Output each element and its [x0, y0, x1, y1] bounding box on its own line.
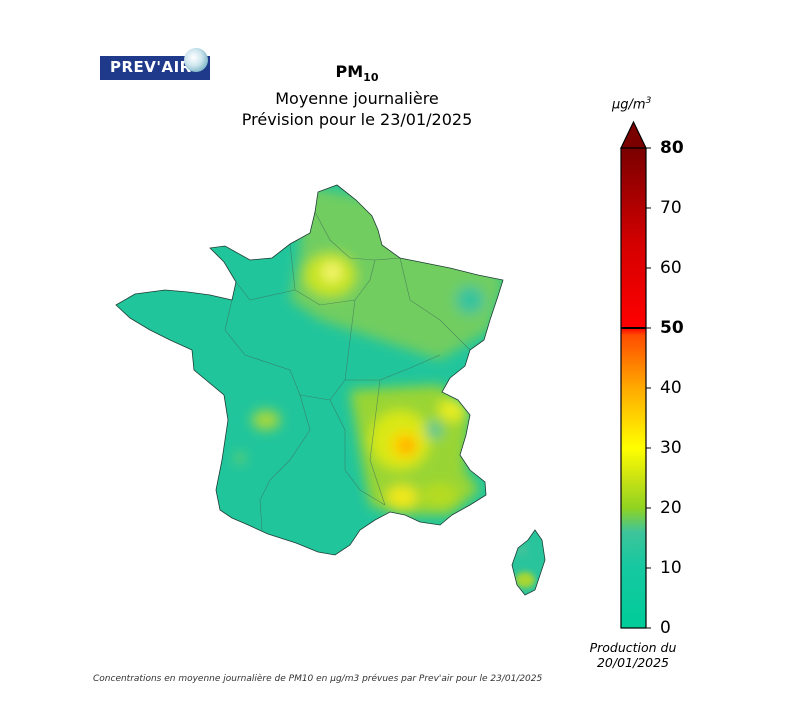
tick-label: 20 [660, 498, 682, 518]
colorbar-gradient [620, 147, 647, 629]
france-outline [115, 184, 504, 556]
production-date: Production du 20/01/2025 [580, 640, 686, 670]
production-value: 20/01/2025 [596, 655, 670, 670]
globe-icon [184, 48, 208, 72]
corsica-outline [511, 529, 546, 596]
caption: Concentrations en moyenne journalière de… [93, 674, 543, 684]
tick-label: 30 [660, 438, 682, 458]
title-line-forecast: Prévision pour le 23/01/2025 [241, 110, 473, 130]
map-title: PM10 Moyenne journalière Prévision pour … [200, 62, 514, 130]
tick-label: 40 [660, 378, 682, 398]
title-line-mean: Moyenne journalière [275, 89, 439, 109]
pollutant-title: PM10 [335, 62, 379, 85]
logo-text: PREV'AIR [110, 58, 192, 76]
tick-label: 10 [660, 558, 682, 578]
tick-label: 60 [660, 258, 682, 278]
tick-label: 70 [660, 198, 682, 218]
colorbar-extend-arrow [620, 120, 647, 149]
tick-label: 80 [660, 138, 684, 158]
production-label: Production du [589, 640, 677, 655]
tick-label: 0 [660, 618, 671, 638]
prevair-logo: PREV'AIR [100, 48, 210, 80]
tick-label: 50 [660, 318, 684, 338]
colorbar-unit: µg/m3 [612, 96, 652, 113]
